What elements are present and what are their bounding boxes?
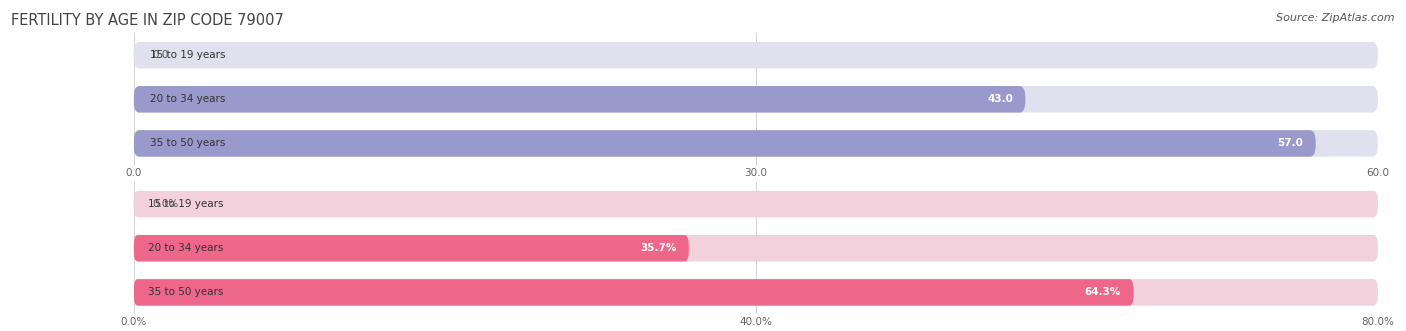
FancyBboxPatch shape [134,191,1378,217]
Text: Source: ZipAtlas.com: Source: ZipAtlas.com [1277,13,1395,23]
Text: 20 to 34 years: 20 to 34 years [150,94,225,104]
FancyBboxPatch shape [134,86,1025,113]
Text: 0.0%: 0.0% [152,199,179,209]
Text: 15 to 19 years: 15 to 19 years [148,199,224,209]
Text: FERTILITY BY AGE IN ZIP CODE 79007: FERTILITY BY AGE IN ZIP CODE 79007 [11,13,284,28]
FancyBboxPatch shape [134,42,1378,69]
Text: 35 to 50 years: 35 to 50 years [150,138,225,148]
Text: 35 to 50 years: 35 to 50 years [148,287,224,297]
FancyBboxPatch shape [134,86,1378,113]
Text: 0.0: 0.0 [152,50,169,60]
FancyBboxPatch shape [134,235,689,261]
FancyBboxPatch shape [134,279,1133,306]
Text: 35.7%: 35.7% [640,243,676,253]
Text: 15 to 19 years: 15 to 19 years [150,50,225,60]
Text: 57.0: 57.0 [1277,138,1303,148]
FancyBboxPatch shape [134,235,1378,261]
Text: 20 to 34 years: 20 to 34 years [148,243,224,253]
Text: 43.0: 43.0 [987,94,1012,104]
FancyBboxPatch shape [134,130,1316,157]
Text: 64.3%: 64.3% [1085,287,1121,297]
FancyBboxPatch shape [134,130,1378,157]
FancyBboxPatch shape [134,279,1378,306]
